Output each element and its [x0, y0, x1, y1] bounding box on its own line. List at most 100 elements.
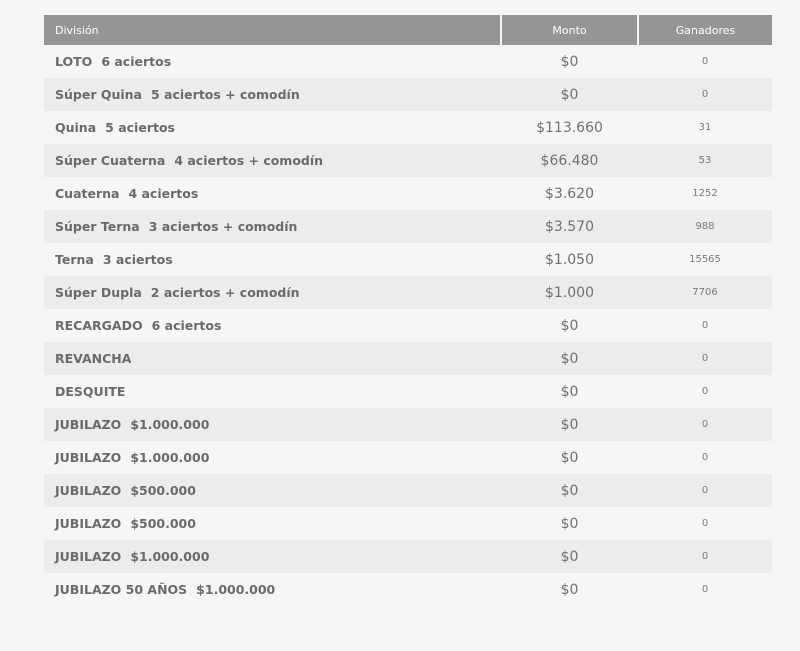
- division-detail: 6 aciertos: [101, 54, 172, 69]
- ganadores-cell: 988: [695, 221, 715, 232]
- division-detail: 2 aciertos + comodín: [150, 285, 300, 300]
- table-header: División Monto Ganadores: [44, 15, 772, 45]
- division-cell: Súper Cuaterna 4 aciertos + comodín: [44, 144, 501, 177]
- monto-cell: $0: [560, 548, 579, 565]
- division-name: Terna: [55, 252, 94, 267]
- table-row: REVANCHA $0 0: [44, 342, 772, 375]
- table-row: Súper Terna 3 aciertos + comodín $3.570 988: [44, 210, 772, 243]
- prize-table: División Monto Ganadores LOTO 6 aciertos $…: [44, 15, 772, 606]
- division-detail: 4 aciertos: [128, 186, 199, 201]
- ganadores-cell: 1252: [692, 188, 718, 199]
- monto-cell: $0: [560, 53, 579, 70]
- division-name: Súper Terna: [55, 219, 140, 234]
- prize-table-container: División Monto Ganadores LOTO 6 aciertos $…: [44, 15, 772, 606]
- table-row: Terna 3 aciertos $1.050 15565: [44, 243, 772, 276]
- monto-cell: $0: [560, 482, 579, 499]
- division-detail: 3 aciertos: [102, 252, 173, 267]
- ganadores-cell: 0: [701, 56, 709, 67]
- ganadores-cell: 0: [701, 353, 709, 364]
- division-cell: REVANCHA: [44, 342, 501, 375]
- division-name: LOTO: [55, 54, 93, 69]
- header-monto: Monto: [500, 15, 638, 45]
- table-row: JUBILAZO $500.000 $0 0: [44, 474, 772, 507]
- table-row: RECARGADO 6 aciertos $0 0: [44, 309, 772, 342]
- division-name: Súper Cuaterna: [55, 153, 166, 168]
- monto-cell: $0: [560, 581, 579, 598]
- header-ganadores: Ganadores: [637, 15, 772, 45]
- monto-cell: $0: [560, 416, 579, 433]
- division-name: JUBILAZO: [55, 549, 122, 564]
- monto-cell: $1.000: [545, 284, 594, 301]
- division-name: Cuaterna: [55, 186, 120, 201]
- table-body: LOTO 6 aciertos $0 0 Súper Quina 5 aciertos +…: [44, 45, 772, 606]
- table-row: LOTO 6 aciertos $0 0: [44, 45, 772, 78]
- table-row: JUBILAZO $500.000 $0 0: [44, 507, 772, 540]
- table-row: Súper Quina 5 aciertos + comodín $0 0: [44, 78, 772, 111]
- monto-cell: $3.570: [545, 218, 594, 235]
- division-cell: JUBILAZO $500.000: [44, 507, 501, 540]
- division-detail: 4 aciertos + comodín: [174, 153, 324, 168]
- division-cell: LOTO 6 aciertos: [44, 45, 501, 78]
- division-detail: 6 aciertos: [151, 318, 222, 333]
- header-row: División Monto Ganadores: [44, 15, 772, 45]
- table-row: Quina 5 aciertos $113.660 31: [44, 111, 772, 144]
- division-detail: 5 aciertos + comodín: [151, 87, 300, 102]
- ganadores-cell: 0: [701, 551, 709, 562]
- division-name: Súper Quina: [55, 87, 142, 102]
- table-row: Cuaterna 4 aciertos $3.620 1252: [44, 177, 772, 210]
- ganadores-cell: 0: [701, 89, 709, 100]
- division-cell: JUBILAZO $1.000.000: [44, 441, 501, 474]
- monto-cell: $0: [560, 515, 579, 532]
- division-cell: Súper Quina 5 aciertos + comodín: [44, 78, 501, 111]
- table-row: JUBILAZO $1.000.000 $0 0: [44, 408, 772, 441]
- division-detail: 3 aciertos + comodín: [148, 219, 298, 234]
- division-name: JUBILAZO: [55, 417, 122, 432]
- division-cell: JUBILAZO $1.000.000: [44, 408, 501, 441]
- header-division: División: [44, 15, 501, 45]
- ganadores-cell: 31: [698, 122, 712, 133]
- ganadores-cell: 0: [701, 419, 709, 430]
- division-cell: Súper Terna 3 aciertos + comodín: [44, 210, 501, 243]
- division-cell: JUBILAZO $500.000: [44, 474, 501, 507]
- ganadores-cell: 0: [701, 518, 709, 529]
- division-name: REVANCHA: [55, 351, 132, 366]
- division-name: DESQUITE: [55, 384, 126, 399]
- ganadores-cell: 0: [701, 386, 709, 397]
- monto-cell: $3.620: [545, 185, 594, 202]
- division-name: JUBILAZO 50 AÑOS: [55, 582, 188, 597]
- monto-cell: $0: [560, 317, 579, 334]
- ganadores-cell: 53: [698, 155, 712, 166]
- monto-cell: $0: [560, 350, 579, 367]
- division-cell: Quina 5 aciertos: [44, 111, 501, 144]
- division-cell: JUBILAZO $1.000.000: [44, 540, 501, 573]
- division-detail: $1.000.000: [130, 417, 210, 432]
- ganadores-cell: 0: [701, 584, 709, 595]
- monto-cell: $113.660: [536, 119, 603, 136]
- table-row: JUBILAZO $1.000.000 $0 0: [44, 540, 772, 573]
- division-detail: $1.000.000: [130, 450, 210, 465]
- monto-cell: $0: [560, 86, 579, 103]
- division-name: JUBILAZO: [55, 516, 122, 531]
- division-name: Quina: [55, 120, 97, 135]
- division-cell: Súper Dupla 2 aciertos + comodín: [44, 276, 501, 309]
- division-name: JUBILAZO: [55, 450, 122, 465]
- monto-cell: $0: [560, 449, 579, 466]
- division-detail: $500.000: [130, 483, 196, 498]
- division-cell: RECARGADO 6 aciertos: [44, 309, 501, 342]
- division-cell: DESQUITE: [44, 375, 501, 408]
- monto-cell: $1.050: [545, 251, 594, 268]
- ganadores-cell: 0: [701, 485, 709, 496]
- table-row: Súper Cuaterna 4 aciertos + comodín $66.48…: [44, 144, 772, 177]
- ganadores-cell: 0: [701, 320, 709, 331]
- division-name: RECARGADO: [55, 318, 143, 333]
- ganadores-cell: 0: [701, 452, 709, 463]
- division-cell: Terna 3 aciertos: [44, 243, 501, 276]
- ganadores-cell: 15565: [689, 254, 721, 265]
- table-row: JUBILAZO 50 AÑOS $1.000.000 $0 0: [44, 573, 772, 606]
- division-detail: $500.000: [130, 516, 196, 531]
- table-row: DESQUITE $0 0: [44, 375, 772, 408]
- monto-cell: $66.480: [540, 152, 599, 169]
- division-detail: 5 aciertos: [105, 120, 175, 135]
- division-name: JUBILAZO: [55, 483, 122, 498]
- ganadores-cell: 7706: [692, 287, 718, 298]
